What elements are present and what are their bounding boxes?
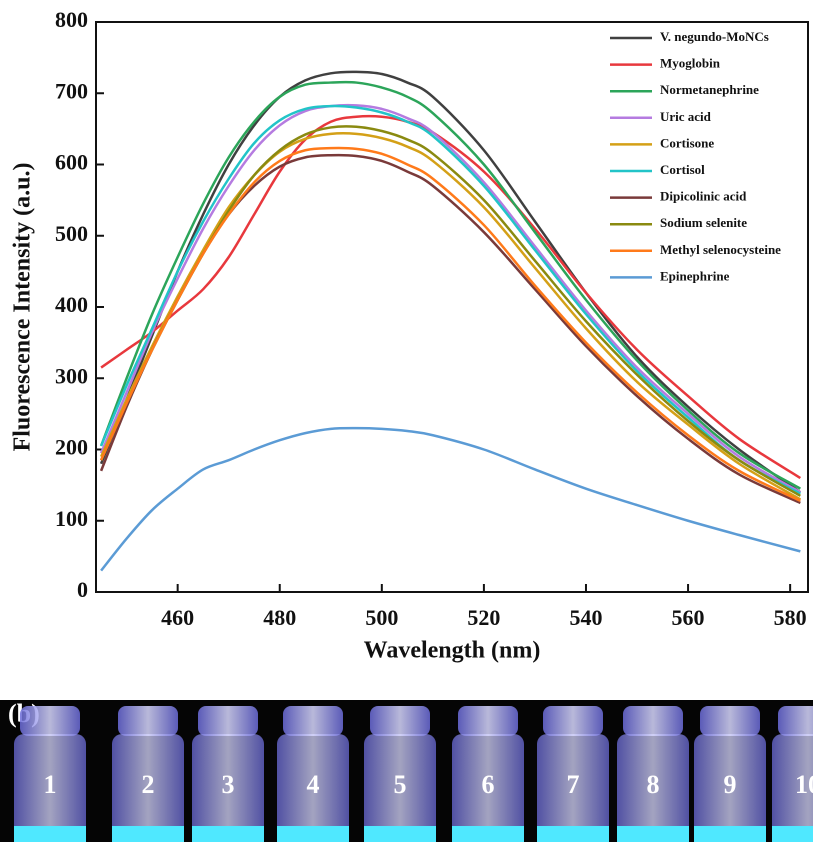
vial-body — [112, 734, 184, 842]
vial-body — [772, 734, 813, 842]
vial-liquid — [14, 826, 86, 842]
legend-label: Sodium selenite — [660, 215, 747, 230]
vial-body — [192, 734, 264, 842]
y-tick-label: 100 — [55, 506, 88, 531]
y-tick-label: 700 — [55, 78, 88, 103]
vial-cap — [778, 706, 813, 736]
y-tick-label: 500 — [55, 221, 88, 246]
vial-body — [277, 734, 349, 842]
vial-cap — [198, 706, 258, 736]
vial-body — [694, 734, 766, 842]
vial-body — [14, 734, 86, 842]
vial-cap — [370, 706, 430, 736]
line-series — [100, 426, 801, 572]
line-series — [100, 114, 802, 480]
y-tick-label: 400 — [55, 292, 88, 317]
legend-label: Myoglobin — [660, 56, 721, 71]
vial-body — [364, 734, 436, 842]
x-tick-label: 520 — [467, 605, 500, 630]
y-tick-label: 200 — [55, 435, 88, 460]
vial-liquid — [112, 826, 184, 842]
line-series — [99, 132, 801, 501]
vial-number: 8 — [647, 770, 660, 799]
vial-cap — [623, 706, 683, 736]
vial-cap — [700, 706, 760, 736]
line-series — [99, 146, 801, 502]
x-axis-title: Wavelength (nm) — [364, 638, 541, 664]
vial-liquid — [452, 826, 524, 842]
plot-frame — [95, 21, 809, 593]
vial-cap — [283, 706, 343, 736]
vial-liquid — [617, 826, 689, 842]
x-tick-label: 460 — [161, 605, 194, 630]
y-tick-label: 600 — [55, 150, 88, 175]
vial-number: 3 — [222, 770, 235, 799]
legend-label: Cortisol — [660, 162, 705, 177]
y-tick-label: 800 — [55, 7, 88, 32]
y-tick-label: 300 — [55, 363, 88, 388]
vial-number: 4 — [307, 770, 320, 799]
vial-liquid — [277, 826, 349, 842]
line-series — [99, 80, 801, 490]
vial-number: 9 — [724, 770, 737, 799]
vial-number: 1 — [44, 770, 57, 799]
vial-body — [452, 734, 524, 842]
vial-number: 5 — [394, 770, 407, 799]
legend-label: V. negundo-MoNCs — [660, 29, 769, 44]
legend-label: Uric acid — [660, 109, 712, 124]
vial-number: 7 — [567, 770, 580, 799]
line-series — [99, 103, 801, 494]
x-tick-label: 580 — [774, 605, 807, 630]
legend-label: Normetanephrine — [660, 82, 759, 97]
legend-label: Dipicolinic acid — [660, 189, 747, 204]
x-tick-label: 540 — [569, 605, 602, 630]
vial-liquid — [772, 826, 813, 842]
vial-liquid — [192, 826, 264, 842]
vial-number: 2 — [142, 770, 155, 799]
vial-cap — [543, 706, 603, 736]
legend-label: Cortisone — [660, 135, 714, 150]
y-axis-title: Fluorescence Intensity (a.u.) — [10, 163, 36, 452]
vial-liquid — [694, 826, 766, 842]
vial-body — [537, 734, 609, 842]
vial-number: 6 — [482, 770, 495, 799]
vial-cap — [20, 706, 80, 736]
vial-liquid — [537, 826, 609, 842]
vial-cap — [118, 706, 178, 736]
vial-liquid — [364, 826, 436, 842]
vial-body — [617, 734, 689, 842]
legend-label: Methyl selenocysteine — [660, 242, 781, 257]
vial-number: 10 — [795, 770, 813, 799]
x-tick-label: 560 — [672, 605, 705, 630]
x-tick-label: 480 — [263, 605, 296, 630]
vial-cap — [458, 706, 518, 736]
line-series — [99, 104, 801, 495]
y-tick-label: 0 — [77, 577, 88, 602]
legend-label: Epinephrine — [660, 268, 730, 283]
x-tick-label: 500 — [365, 605, 398, 630]
